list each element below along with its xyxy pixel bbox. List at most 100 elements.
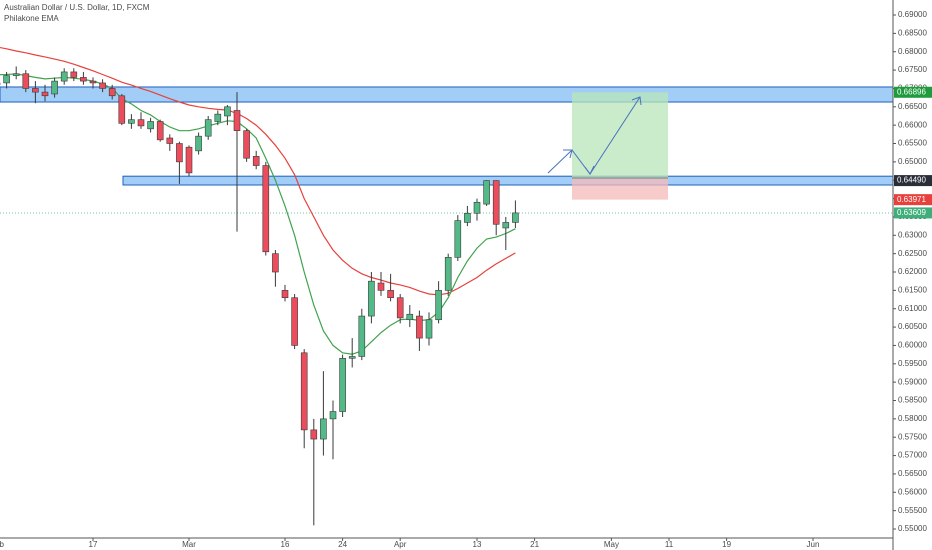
candle-body	[41, 91, 49, 97]
candle-body	[204, 119, 212, 137]
candle-body	[233, 110, 241, 131]
x-tick-label: Apr	[394, 540, 407, 549]
candle-body	[387, 290, 394, 299]
y-tick-label: 0.66000	[898, 120, 927, 129]
y-tick-label: 0.57500	[898, 432, 927, 441]
x-tick-label: 16	[281, 540, 290, 549]
candle-body	[368, 280, 375, 317]
candle-body	[147, 121, 154, 130]
y-tick-label: 0.66500	[898, 102, 927, 111]
candle-body	[22, 73, 30, 89]
y-tick-label: 0.59500	[898, 359, 927, 368]
y-tick-label: 0.60500	[898, 322, 927, 331]
candle-body	[377, 282, 385, 291]
price-label-box	[894, 175, 932, 187]
price-label: 0.64490	[897, 176, 926, 185]
y-tick-label: 0.61000	[898, 304, 927, 313]
candle-body	[281, 290, 289, 299]
candle-body	[185, 146, 193, 174]
candle-body	[108, 88, 116, 97]
y-tick-label: 0.63000	[898, 230, 927, 239]
x-tick-label: May	[604, 540, 619, 549]
y-tick-label: 0.62500	[898, 249, 927, 258]
y-tick-label: 0.58500	[898, 396, 927, 405]
candle-body	[512, 212, 519, 223]
chart-title: Australian Dollar / U.S. Dollar, 1D, FXC…	[4, 3, 150, 12]
candle-body	[320, 418, 327, 440]
target-zone	[572, 92, 668, 179]
candle-body	[137, 119, 145, 127]
candle-body	[502, 222, 510, 229]
price-label: 0.66896	[897, 87, 926, 96]
y-tick-label: 0.60000	[898, 341, 927, 350]
y-tick-label: 0.69000	[898, 10, 927, 19]
y-tick-label: 0.56000	[898, 487, 927, 496]
zone	[122, 175, 893, 186]
zone	[0, 86, 893, 103]
candle-body	[473, 201, 481, 214]
projection-arrow	[547, 96, 641, 175]
candle-body	[358, 315, 366, 357]
candle-body	[492, 180, 500, 225]
candle-body	[70, 71, 78, 78]
candle-body	[310, 429, 318, 440]
candle-body	[339, 357, 346, 412]
candle-body	[272, 253, 279, 273]
x-tick-label: 21	[530, 540, 539, 549]
y-tick-label: 0.65000	[898, 157, 927, 166]
y-tick-label: 0.55000	[898, 524, 927, 533]
y-tick-label: 0.59000	[898, 377, 927, 386]
candle-body	[262, 165, 270, 253]
candle-body	[118, 95, 126, 124]
y-tick-label: 0.56500	[898, 469, 927, 478]
stop-zone	[572, 178, 668, 200]
candle-body	[454, 220, 462, 258]
y-tick-label: 0.65500	[898, 139, 927, 148]
candle-body	[291, 297, 298, 346]
candle-body	[300, 352, 308, 431]
x-tick-label: Feb	[0, 540, 4, 549]
candle-body	[128, 119, 135, 124]
ema-line	[0, 46, 516, 296]
candle-body	[80, 77, 87, 82]
price-label-box	[894, 207, 932, 219]
candle-body	[214, 113, 222, 122]
candle-body	[32, 88, 39, 93]
y-tick-label: 0.62000	[898, 267, 927, 276]
arrow-head	[631, 96, 642, 106]
x-tick-label: Jun	[807, 540, 820, 549]
candle-body	[195, 135, 202, 152]
candle-body	[416, 315, 423, 339]
indicator-name: Philakone EMA	[4, 14, 59, 23]
x-tick-label: 17	[89, 540, 98, 549]
arrow-head	[584, 165, 595, 175]
candle-body	[12, 73, 20, 76]
candle-body	[396, 297, 404, 319]
x-tick-label: 13	[473, 540, 482, 549]
candle-body	[464, 212, 471, 223]
candle-body	[483, 180, 490, 205]
y-tick-label: 0.67500	[898, 65, 927, 74]
price-label: 0.63971	[897, 195, 926, 204]
candle-body	[425, 319, 433, 339]
y-tick-label: 0.55500	[898, 506, 927, 515]
candle-body	[99, 82, 106, 89]
candle-body	[329, 411, 337, 420]
candle-body	[156, 121, 164, 141]
candle-body	[3, 75, 10, 84]
x-tick-label: 19	[722, 540, 731, 549]
candle-body	[252, 156, 260, 166]
x-tick-label: 24	[338, 540, 347, 549]
y-tick-label: 0.68500	[898, 28, 927, 37]
candle-body	[435, 290, 442, 321]
candle-body	[166, 137, 174, 144]
arrow-head	[563, 149, 573, 159]
y-tick-label: 0.57000	[898, 451, 927, 460]
price-label-box	[894, 194, 932, 206]
candle-body	[89, 80, 97, 84]
y-tick-label: 0.58000	[898, 414, 927, 423]
candle-body	[243, 130, 250, 159]
candle-body	[224, 106, 231, 117]
